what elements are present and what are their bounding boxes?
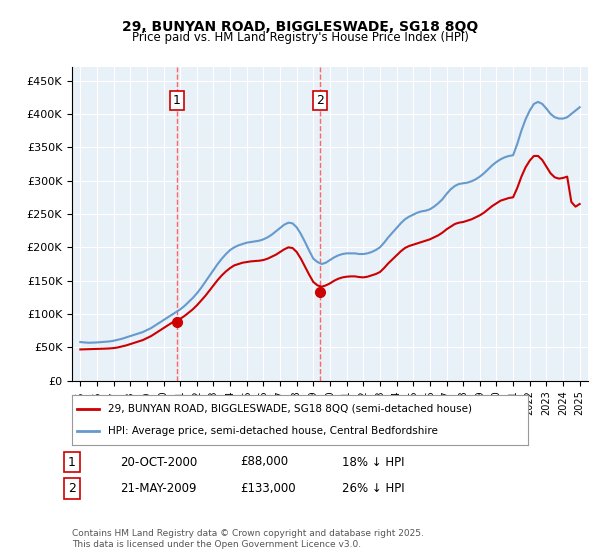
- Text: 21-MAY-2009: 21-MAY-2009: [120, 482, 197, 495]
- Text: £133,000: £133,000: [240, 482, 296, 495]
- Text: 18% ↓ HPI: 18% ↓ HPI: [342, 455, 404, 469]
- Text: 29, BUNYAN ROAD, BIGGLESWADE, SG18 8QQ (semi-detached house): 29, BUNYAN ROAD, BIGGLESWADE, SG18 8QQ (…: [109, 404, 472, 414]
- Text: 29, BUNYAN ROAD, BIGGLESWADE, SG18 8QQ: 29, BUNYAN ROAD, BIGGLESWADE, SG18 8QQ: [122, 20, 478, 34]
- Text: 2: 2: [316, 94, 324, 107]
- Text: 1: 1: [173, 94, 181, 107]
- Text: £88,000: £88,000: [240, 455, 288, 469]
- Text: 20-OCT-2000: 20-OCT-2000: [120, 455, 197, 469]
- Text: Price paid vs. HM Land Registry's House Price Index (HPI): Price paid vs. HM Land Registry's House …: [131, 31, 469, 44]
- Text: 2: 2: [68, 482, 76, 495]
- Text: Contains HM Land Registry data © Crown copyright and database right 2025.
This d: Contains HM Land Registry data © Crown c…: [72, 529, 424, 549]
- Text: 1: 1: [68, 455, 76, 469]
- Text: HPI: Average price, semi-detached house, Central Bedfordshire: HPI: Average price, semi-detached house,…: [109, 426, 439, 436]
- Text: 26% ↓ HPI: 26% ↓ HPI: [342, 482, 404, 495]
